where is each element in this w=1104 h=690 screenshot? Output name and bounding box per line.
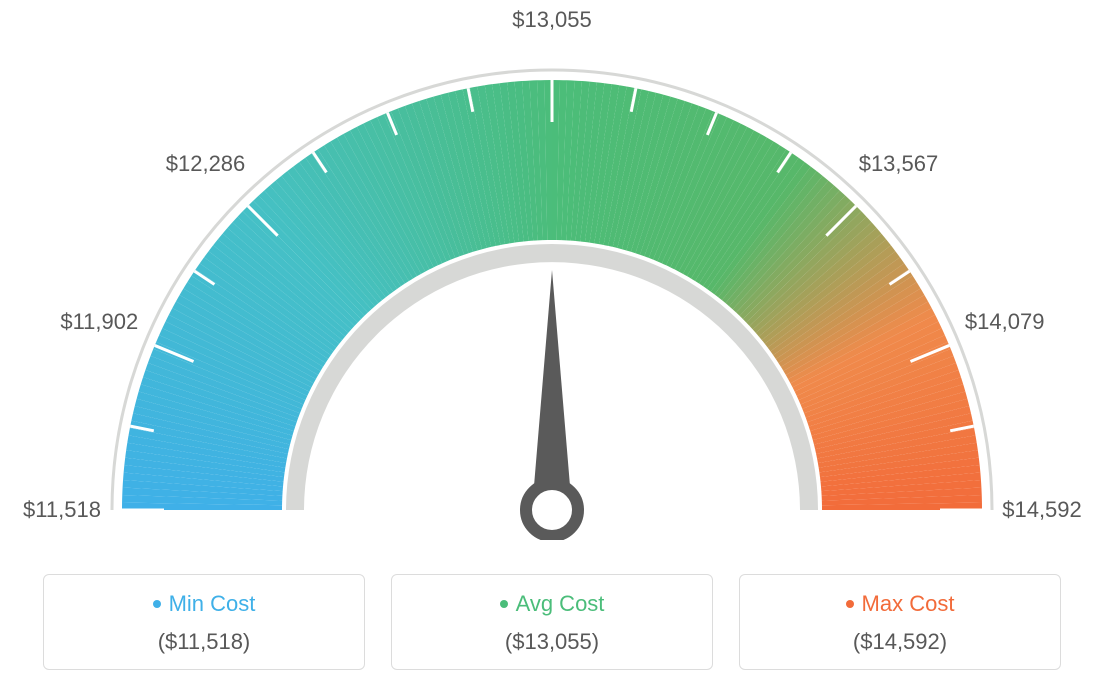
legend-dot-min	[153, 600, 161, 608]
legend-title-min: Min Cost	[44, 591, 364, 617]
gauge-tick-label: $13,567	[859, 151, 939, 177]
legend-card-max: Max Cost ($14,592)	[739, 574, 1061, 670]
gauge-tick-label: $12,286	[166, 151, 246, 177]
legend-dot-avg	[500, 600, 508, 608]
gauge-tick-label: $13,055	[512, 7, 592, 33]
gauge-area: $11,518 $11,902 $12,286 $13,055 $13,567 $14,0…	[0, 0, 1104, 540]
gauge-tick-label: $14,079	[965, 309, 1045, 335]
legend-value-max: ($14,592)	[740, 629, 1060, 655]
legend-dot-max	[846, 600, 854, 608]
legend-value-min: ($11,518)	[44, 629, 364, 655]
gauge-svg	[0, 0, 1104, 540]
legend-card-min: Min Cost ($11,518)	[43, 574, 365, 670]
legend-label-max: Max Cost	[862, 591, 955, 616]
gauge-tick-label: $11,518	[23, 497, 101, 523]
legend-value-avg: ($13,055)	[392, 629, 712, 655]
legend-row: Min Cost ($11,518) Avg Cost ($13,055) Ma…	[0, 574, 1104, 670]
legend-label-min: Min Cost	[169, 591, 256, 616]
legend-card-avg: Avg Cost ($13,055)	[391, 574, 713, 670]
legend-title-max: Max Cost	[740, 591, 1060, 617]
gauge-tick-label: $14,592	[1002, 497, 1082, 523]
gauge-tick-label: $11,902	[60, 309, 138, 335]
legend-title-avg: Avg Cost	[392, 591, 712, 617]
cost-gauge-chart: $11,518 $11,902 $12,286 $13,055 $13,567 $14,0…	[0, 0, 1104, 690]
legend-label-avg: Avg Cost	[516, 591, 605, 616]
